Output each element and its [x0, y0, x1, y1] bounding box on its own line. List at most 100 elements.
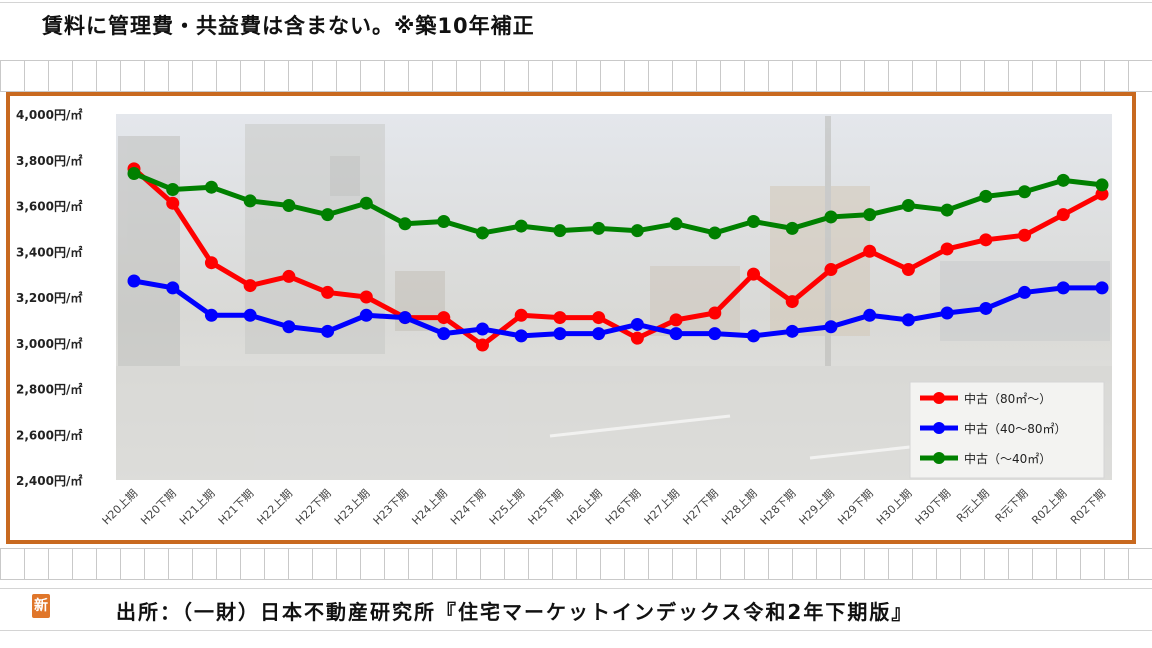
data-point — [475, 226, 489, 240]
data-point — [940, 306, 954, 320]
chart-frame: 4,000円/㎡ 3,800円/㎡ 3,600円/㎡ 3,400円/㎡ 3,200円/㎡… — [6, 92, 1136, 618]
data-point — [204, 308, 218, 322]
legend-swatch-marker — [933, 422, 945, 434]
series-2 — [127, 274, 1109, 343]
data-point — [204, 256, 218, 270]
x-tick-label: H26下期 — [603, 487, 644, 528]
data-point — [669, 313, 683, 327]
data-point — [359, 196, 373, 210]
x-tick-label: R元上期 — [954, 487, 992, 525]
data-point — [901, 199, 915, 212]
x-tick-label: H25下期 — [526, 487, 567, 528]
data-point — [863, 244, 877, 258]
data-point — [475, 322, 489, 336]
data-point — [1095, 281, 1109, 295]
data-point — [592, 311, 606, 325]
y-tick-label: 3,600円/㎡ — [16, 199, 82, 214]
data-point — [1018, 285, 1032, 299]
x-tick-label: R元下期 — [993, 487, 1031, 525]
data-point — [1056, 208, 1070, 222]
y-tick-label: 2,600円/㎡ — [16, 427, 82, 442]
data-point — [824, 320, 838, 334]
data-point — [785, 324, 799, 338]
data-point — [514, 329, 528, 343]
x-tick-label: H24上期 — [409, 487, 450, 528]
header-note: 賃料に管理費・共益費は含まない。※築10年補正 — [42, 14, 535, 38]
x-tick-label: H25上期 — [487, 487, 528, 528]
legend-label: 中古（40～80㎡） — [964, 421, 1067, 436]
y-tick-label: 3,200円/㎡ — [16, 290, 82, 305]
data-point — [669, 217, 683, 231]
data-point — [1056, 173, 1070, 187]
data-point — [437, 311, 451, 325]
data-point — [630, 317, 644, 331]
data-point — [592, 327, 606, 341]
data-point — [359, 290, 373, 304]
data-point — [321, 285, 335, 299]
y-tick-label: 3,400円/㎡ — [16, 244, 82, 259]
top-rule — [0, 2, 1152, 3]
legend: 中古（80㎡～） 中古（40～80㎡） 中古（～40㎡） — [909, 381, 1105, 479]
x-tick-label: H20上期 — [100, 487, 141, 528]
data-point — [630, 224, 644, 238]
y-tick-label: 4,000円/㎡ — [16, 107, 82, 122]
data-point — [166, 281, 180, 295]
data-point — [1018, 185, 1032, 199]
data-point — [437, 327, 451, 341]
data-point — [243, 194, 257, 208]
spreadsheet-grid-top — [0, 60, 1152, 92]
data-point — [863, 308, 877, 322]
x-tick-label: H30下期 — [913, 487, 954, 528]
data-point — [1018, 228, 1032, 242]
x-tick-label: H28下期 — [758, 487, 799, 528]
bottom-rule-2 — [0, 630, 1152, 631]
x-axis: H20上期H20下期H21上期H21下期H22上期H22下期H23上期H23下期… — [100, 487, 1109, 528]
spreadsheet-grid-bottom — [0, 548, 1152, 580]
data-point — [979, 189, 993, 203]
data-point — [475, 338, 489, 352]
x-tick-label: R02下期 — [1068, 487, 1108, 527]
data-point — [747, 267, 761, 281]
data-point — [901, 313, 915, 327]
legend-label: 中古（～40㎡） — [964, 451, 1051, 466]
data-point — [785, 295, 799, 309]
data-point — [127, 166, 141, 180]
series-layer — [127, 162, 1109, 352]
data-point — [321, 208, 335, 222]
data-point — [514, 219, 528, 233]
legend-swatch-marker — [933, 452, 945, 464]
data-point — [1056, 281, 1070, 295]
data-point — [398, 311, 412, 325]
data-point — [514, 308, 528, 322]
x-tick-label: H21下期 — [216, 487, 257, 528]
y-tick-label: 2,400円/㎡ — [16, 473, 82, 488]
data-point — [166, 196, 180, 210]
x-tick-label: H26上期 — [564, 487, 605, 528]
legend-label: 中古（80㎡～） — [964, 391, 1051, 406]
x-tick-label: H27下期 — [680, 487, 721, 528]
y-tick-label: 3,000円/㎡ — [16, 336, 82, 351]
x-tick-label: H29上期 — [797, 487, 838, 528]
data-point — [747, 329, 761, 343]
data-point — [863, 208, 877, 222]
data-point — [940, 242, 954, 256]
y-tick-label: 2,800円/㎡ — [16, 382, 82, 397]
x-tick-label: H21上期 — [177, 487, 218, 528]
x-tick-label: H20下期 — [138, 487, 179, 528]
data-point — [1095, 187, 1109, 201]
data-point — [901, 263, 915, 277]
y-axis: 4,000円/㎡ 3,800円/㎡ 3,600円/㎡ 3,400円/㎡ 3,200円/㎡… — [16, 107, 82, 488]
bottom-rule-1 — [0, 588, 1152, 589]
data-point — [243, 308, 257, 322]
data-point — [824, 263, 838, 277]
data-point — [127, 274, 141, 288]
data-point — [553, 224, 567, 238]
data-point — [669, 327, 683, 341]
data-point — [282, 320, 296, 334]
x-tick-label: H23下期 — [371, 487, 412, 528]
x-tick-label: H22下期 — [293, 487, 334, 528]
x-tick-label: H23上期 — [332, 487, 373, 528]
x-tick-label: R02上期 — [1029, 487, 1069, 527]
series-3 — [127, 166, 1109, 240]
x-tick-label: H30上期 — [874, 487, 915, 528]
